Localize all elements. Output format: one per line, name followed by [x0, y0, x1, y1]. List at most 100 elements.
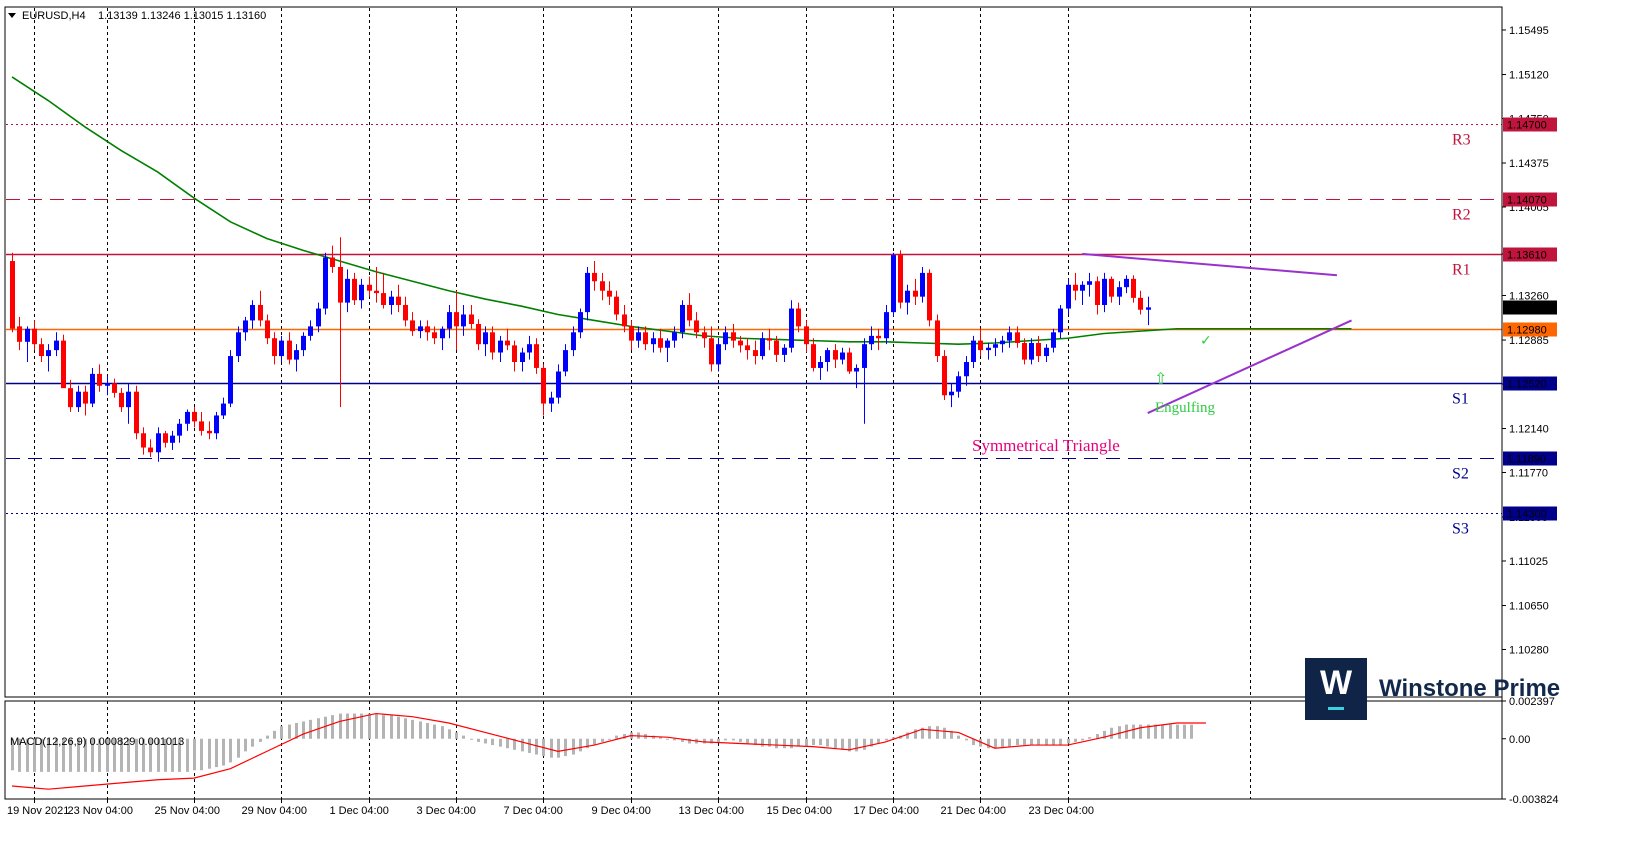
candle-body	[920, 272, 925, 297]
macd-histogram-bar	[113, 738, 116, 772]
candle-body	[425, 326, 430, 333]
level-name-s2: S2	[1452, 466, 1469, 483]
macd-histogram-bar	[499, 738, 502, 747]
candle-body	[61, 340, 66, 389]
candle-body	[359, 284, 364, 301]
macd-histogram-bar	[790, 738, 793, 749]
candle-body	[760, 338, 765, 357]
macd-histogram-bar	[1176, 724, 1179, 739]
macd-histogram-bar	[783, 738, 786, 749]
macd-histogram-bar	[936, 726, 939, 739]
candle-body	[607, 290, 612, 297]
current-price-tag	[1503, 300, 1557, 315]
candle-body	[338, 266, 343, 303]
candle-body	[978, 340, 983, 351]
candle-body	[1058, 308, 1063, 333]
candle-body	[1124, 278, 1129, 288]
candle-body	[753, 350, 758, 357]
macd-histogram-bar	[1139, 724, 1142, 739]
brand-mark-underline	[1328, 707, 1344, 710]
macd-histogram-bar	[987, 738, 990, 749]
candle-body	[10, 261, 15, 329]
candle-body	[592, 272, 597, 282]
annotations: Symmetrical Triangle Engulfing ⇧ ✓	[972, 333, 1215, 455]
candle-body	[323, 257, 328, 309]
candle-body	[185, 411, 190, 424]
candle-body	[571, 332, 576, 351]
candle-body	[490, 332, 495, 353]
candle-body	[833, 350, 838, 360]
macd-histogram-bar	[149, 738, 152, 772]
candle-body	[454, 312, 459, 327]
candle-body	[862, 344, 867, 368]
candle-body	[141, 433, 146, 448]
macd-histogram-bar	[324, 716, 327, 739]
candle-body	[46, 350, 51, 357]
macd-histogram-bar	[1190, 724, 1193, 739]
candle-body	[403, 304, 408, 321]
macd-histogram-bar	[506, 738, 509, 749]
candle-body	[1109, 278, 1114, 297]
x-tick-label: 9 Dec 04:00	[592, 805, 651, 817]
candle-body	[563, 350, 568, 372]
candle-body	[614, 296, 619, 315]
level-price-label: 1.13610	[1507, 250, 1547, 262]
candle-body	[840, 352, 845, 360]
candle-body	[1044, 347, 1049, 357]
candle-body	[622, 314, 627, 327]
candle-body	[199, 421, 204, 431]
macd-histogram-bar	[1023, 738, 1026, 746]
candle-body	[782, 347, 787, 355]
candle-body	[1066, 284, 1071, 309]
candle-body	[1073, 284, 1078, 291]
macd-histogram-bar	[244, 738, 247, 752]
macd-histogram-bar	[455, 732, 458, 739]
candle-body	[964, 362, 969, 377]
level-price-label: 1.14700	[1507, 120, 1547, 132]
x-tick-label: 15 Dec 04:00	[767, 805, 832, 817]
macd-histogram-bar	[419, 721, 422, 739]
y-tick-label: 1.11770	[1509, 467, 1548, 479]
macd-histogram-bar	[834, 738, 837, 749]
candle-body	[898, 255, 903, 303]
macd-histogram-bar	[608, 738, 611, 740]
candle-body	[658, 338, 663, 348]
macd-histogram-bar	[1001, 738, 1004, 749]
candle-body	[381, 293, 386, 305]
macd-histogram-bar	[288, 724, 291, 739]
macd-histogram-bar	[1132, 724, 1135, 739]
dropdown-triangle-icon[interactable]	[8, 13, 16, 18]
macd-histogram-bar	[994, 738, 997, 749]
candle-body	[447, 312, 452, 329]
macd-histogram-bar	[1183, 724, 1186, 739]
candle-body	[97, 373, 102, 386]
macd-histogram-bar	[666, 738, 669, 740]
macd-histogram-bar	[521, 738, 524, 752]
macd-histogram-bar	[280, 726, 283, 739]
candle-body	[847, 352, 852, 372]
current-price-label: 1.13160	[1507, 303, 1547, 315]
macd-histogram-bar	[819, 738, 822, 746]
macd-y-tick-label: 0.00	[1509, 734, 1530, 746]
candle-body	[629, 326, 634, 341]
x-tick-label: 17 Dec 04:00	[854, 805, 919, 817]
candle-body	[483, 332, 488, 345]
candle-body	[709, 338, 714, 365]
level-price-tag	[1503, 192, 1557, 207]
candle-body	[156, 433, 161, 453]
macd-histogram-bar	[106, 738, 109, 772]
macd-histogram-bar	[26, 738, 29, 772]
macd-histogram-bar	[703, 738, 706, 744]
candle-body	[17, 326, 22, 342]
engulfing-annotation: Engulfing	[1155, 400, 1215, 416]
level-price-tag	[1503, 247, 1557, 262]
macd-histogram-bar	[826, 738, 829, 747]
macd-histogram-bar	[375, 713, 378, 739]
candle-body	[207, 430, 212, 434]
macd-y-tick-label: 0.002397	[1509, 696, 1555, 708]
candle-body	[680, 304, 685, 333]
macd-histogram-bar	[564, 738, 567, 757]
x-tick-label: 1 Dec 04:00	[330, 805, 389, 817]
candle-body	[119, 392, 124, 408]
